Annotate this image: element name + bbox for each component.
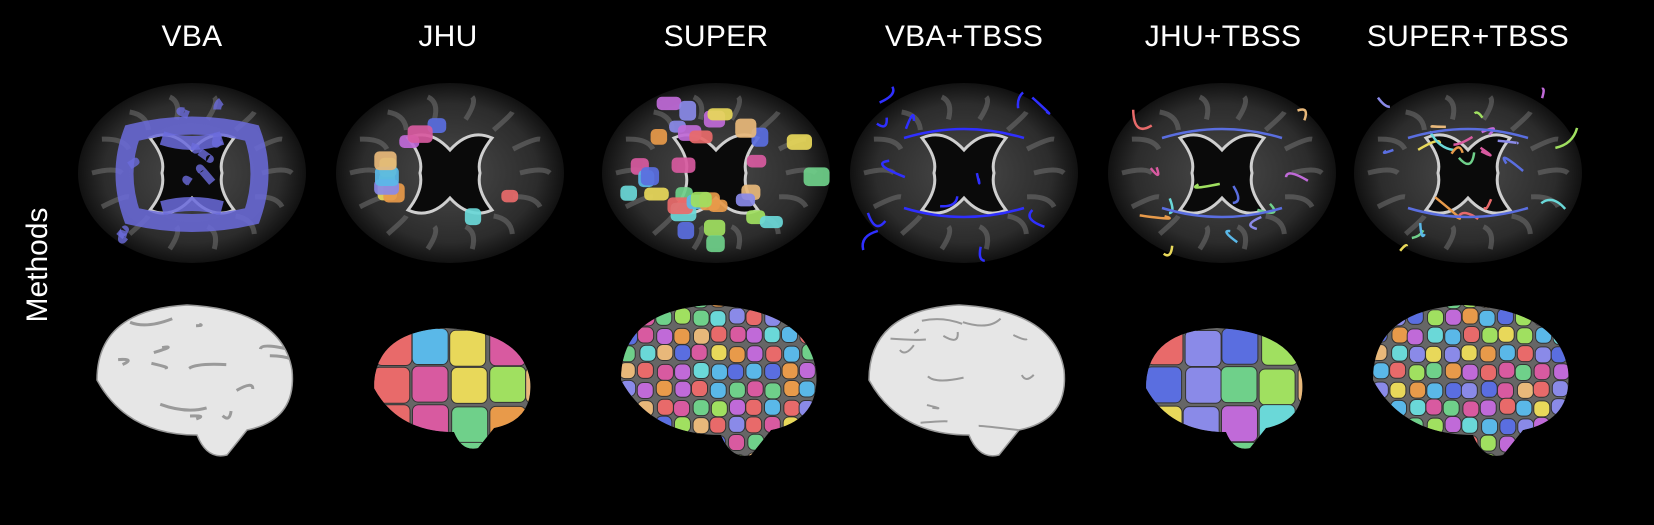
column-title-jhu: JHU xyxy=(418,20,478,53)
brain-surface-3 xyxy=(868,304,1066,457)
column-title-vba-tbss: VBA+TBSS xyxy=(884,20,1044,53)
brain-surface-4 xyxy=(1146,328,1303,449)
brain-surface-5 xyxy=(1373,305,1569,456)
axial-slice-4 xyxy=(1108,83,1336,263)
column-title-vba: VBA xyxy=(161,20,223,53)
axial-slice-3 xyxy=(850,83,1078,263)
axial-slice-2 xyxy=(602,83,830,263)
axial-slice-0 xyxy=(78,83,306,263)
brain-surface-2 xyxy=(621,305,817,456)
brain-surface-0 xyxy=(96,304,294,457)
axial-slice-5 xyxy=(1354,83,1582,263)
axial-slice-1 xyxy=(336,83,564,263)
brain-surface-1 xyxy=(374,328,531,449)
column-title-super-tbss: SUPER+TBSS xyxy=(1366,20,1570,53)
column-title-jhu-tbss: JHU+TBSS xyxy=(1144,20,1302,53)
row-label-methods: Methods xyxy=(21,207,54,323)
column-title-super: SUPER xyxy=(663,20,769,53)
